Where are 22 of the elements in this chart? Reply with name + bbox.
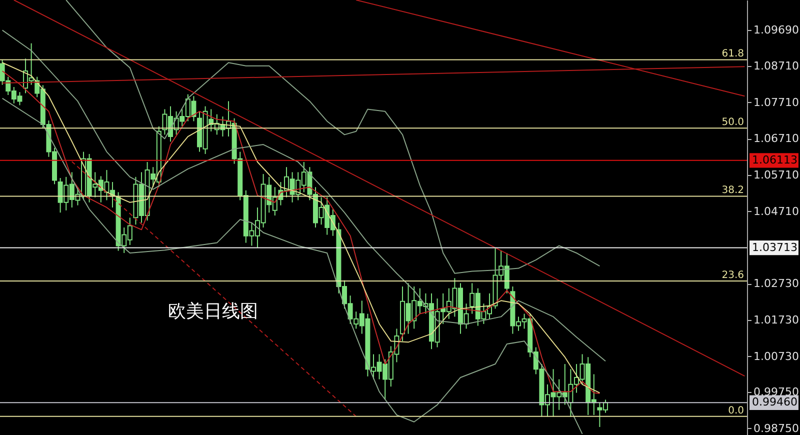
line-series bbox=[66, 0, 600, 274]
annotation: 61.8 bbox=[722, 48, 744, 60]
y-tick-label: 1.07710 bbox=[754, 96, 799, 109]
y-tick-label: 1.04710 bbox=[754, 204, 799, 218]
y-tick-label: 0.98750 bbox=[754, 422, 799, 435]
annotation: 23.6 bbox=[722, 270, 744, 282]
ref-line-label: 0.99460 bbox=[752, 396, 798, 409]
y-tick-label: 1.06710 bbox=[754, 132, 799, 146]
y-tick-label: 1.02730 bbox=[754, 277, 799, 290]
y-tick-label: 1.01730 bbox=[754, 313, 799, 326]
ref-line-label: 1.03713 bbox=[752, 240, 798, 254]
y-tick-label: 1.05710 bbox=[754, 168, 799, 182]
annotation: 50.0 bbox=[722, 117, 744, 128]
line-series bbox=[2, 98, 583, 434]
annotation: 0.0 bbox=[728, 405, 744, 416]
y-tick-label: 1.09690 bbox=[754, 24, 799, 37]
ref-line-label: 1.06113 bbox=[752, 153, 798, 166]
y-tick-label: 1.08710 bbox=[754, 59, 799, 72]
annotation: 38.2 bbox=[722, 185, 744, 196]
y-tick-label: 1.00730 bbox=[754, 350, 799, 363]
annotation: 欧美日线图 bbox=[168, 300, 258, 322]
line-series bbox=[2, 30, 606, 362]
